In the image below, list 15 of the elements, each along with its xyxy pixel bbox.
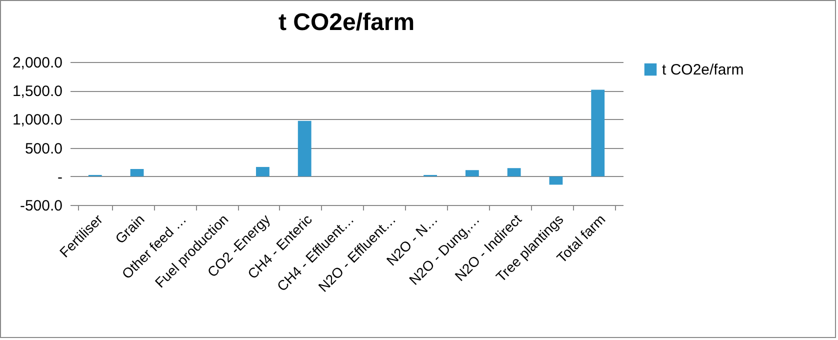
bar: [256, 166, 270, 176]
legend-label: t CO2e/farm: [662, 62, 744, 78]
bar: [591, 90, 605, 176]
chart-title: t CO2e/farm: [278, 9, 415, 36]
bar: [549, 176, 563, 185]
bar: [465, 170, 479, 176]
y-tick-label: 2,000.0: [12, 54, 62, 72]
y-tick-label: -500.0: [20, 198, 62, 214]
y-tick-label: 1,500.0: [12, 83, 62, 100]
bar: [507, 168, 521, 176]
bar: [130, 168, 144, 176]
y-tick-label: -: [58, 168, 62, 186]
bar: [298, 120, 312, 176]
y-tick-label: 500.0: [24, 140, 62, 158]
y-tick-label: 1,000.0: [12, 112, 62, 129]
